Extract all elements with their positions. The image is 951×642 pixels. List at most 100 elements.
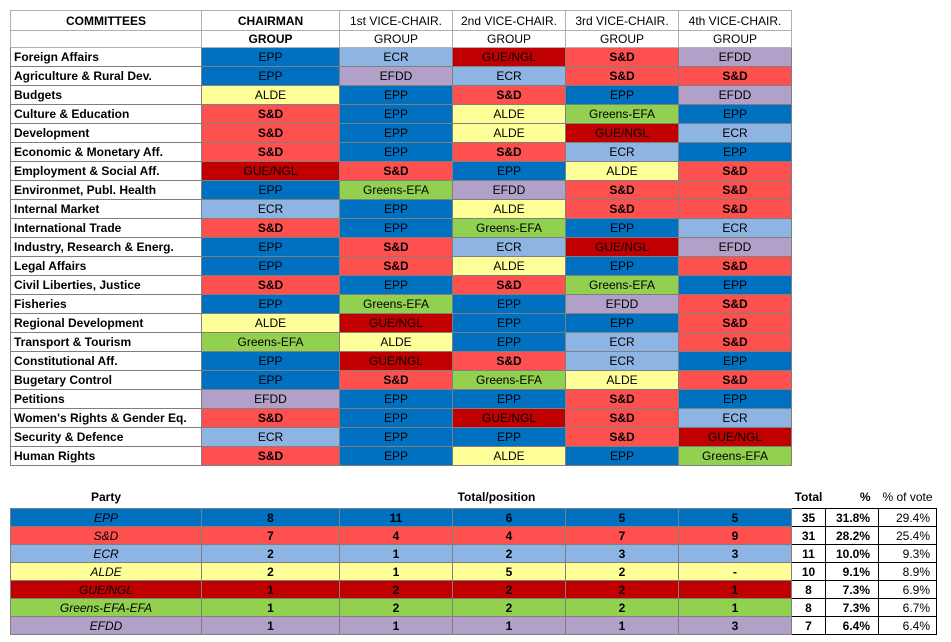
position-count: 7	[565, 526, 679, 545]
group-cell: EPP	[339, 142, 453, 162]
group-cell: EPP	[678, 389, 792, 409]
group-cell: EPP	[339, 199, 453, 219]
committee-row: Bugetary Control EPP S&D Greens-EFA ALDE S&D	[10, 370, 792, 390]
group-label: GROUP	[565, 30, 679, 48]
group-cell: ALDE	[452, 123, 566, 143]
position-count: 2	[565, 562, 679, 581]
group-cell: S&D	[201, 123, 340, 143]
group-cell: EPP	[201, 370, 340, 390]
group-cell: S&D	[678, 313, 792, 333]
group-cell: ALDE	[339, 332, 453, 352]
group-cell: EPP	[339, 85, 453, 105]
group-cell: S&D	[201, 275, 340, 295]
group-cell: EPP	[452, 427, 566, 447]
party-name: ALDE	[10, 562, 202, 581]
party-vote-percent: 9.3%	[878, 544, 937, 563]
group-cell: EPP	[452, 161, 566, 181]
position-count: 4	[452, 526, 566, 545]
party-total: 7	[791, 616, 826, 635]
group-cell: EPP	[565, 446, 679, 466]
group-cell: S&D	[678, 161, 792, 181]
group-cell: S&D	[452, 142, 566, 162]
group-cell: EPP	[201, 256, 340, 276]
committee-name: Industry, Research & Energ.	[10, 237, 202, 257]
group-cell: S&D	[201, 104, 340, 124]
committee-row: Human Rights S&D EPP ALDE EPP Greens-EFA	[10, 446, 792, 466]
position-count: 1	[201, 616, 340, 635]
group-cell: S&D	[678, 199, 792, 219]
group-cell: ALDE	[565, 370, 679, 390]
party-total: 11	[791, 544, 826, 563]
position-count: 1	[339, 616, 453, 635]
group-cell: ECR	[339, 47, 453, 67]
group-cell: EPP	[339, 427, 453, 447]
committee-row: Foreign Affairs EPP ECR GUE/NGL S&D EFDD	[10, 47, 792, 67]
group-label: GROUP	[201, 30, 340, 48]
group-cell: EPP	[678, 351, 792, 371]
group-cell: EPP	[339, 123, 453, 143]
group-cell: ALDE	[452, 199, 566, 219]
party-name: EPP	[10, 508, 202, 527]
committee-row: Culture & Education S&D EPP ALDE Greens-EFA E…	[10, 104, 792, 124]
committee-name: Human Rights	[10, 446, 202, 466]
total-position-header: Total/position	[457, 490, 536, 504]
position-count: 5	[678, 508, 792, 527]
party-percent: 7.3%	[825, 598, 879, 617]
group-cell: GUE/NGL	[339, 351, 453, 371]
group-cell: EPP	[339, 218, 453, 238]
group-cell: ALDE	[565, 161, 679, 181]
party-total: 10	[791, 562, 826, 581]
group-cell: ALDE	[201, 313, 340, 333]
group-cell: GUE/NGL	[452, 47, 566, 67]
party-percent: 10.0%	[825, 544, 879, 563]
percent-header: %	[859, 490, 871, 504]
group-cell: EPP	[339, 408, 453, 428]
committee-row: Industry, Research & Energ. EPP S&D ECR GUE/…	[10, 237, 792, 257]
group-cell: ALDE	[452, 104, 566, 124]
party-vote-percent: 6.7%	[878, 598, 937, 617]
committees-header-row: COMMITTEES CHAIRMAN 1st VICE-CHAIR. 2nd …	[10, 10, 792, 31]
position-count: 2	[201, 544, 340, 563]
party-row: S&D 7 4 4 7 9 31 28.2% 25.4%	[10, 526, 937, 545]
group-cell: S&D	[339, 161, 453, 181]
committee-row: Regional Development ALDE GUE/NGL EPP EPP S&D	[10, 313, 792, 333]
group-cell: GUE/NGL	[678, 427, 792, 447]
group-cell: EPP	[452, 313, 566, 333]
group-label: GROUP	[452, 30, 566, 48]
committee-name: Women's Rights & Gender Eq.	[10, 408, 202, 428]
committee-name: Regional Development	[10, 313, 202, 333]
party-percent: 7.3%	[825, 580, 879, 599]
party-row: ALDE 2 1 5 2-10 9.1% 8.9%	[10, 562, 937, 581]
party-percent: 9.1%	[825, 562, 879, 581]
group-cell: EPP	[565, 85, 679, 105]
group-cell: EPP	[339, 104, 453, 124]
party-name: GUE/NGL	[10, 580, 202, 599]
party-row: EPP 8 11 6 5 5 35 31.8% 29.4%	[10, 508, 937, 527]
party-vote-percent: 6.9%	[878, 580, 937, 599]
group-cell: EPP	[339, 275, 453, 295]
group-cell: EPP	[678, 275, 792, 295]
group-cell: S&D	[565, 199, 679, 219]
group-cell: EFDD	[201, 389, 340, 409]
group-cell: EFDD	[339, 66, 453, 86]
group-cell: ECR	[565, 332, 679, 352]
group-cell: GUE/NGL	[565, 237, 679, 257]
committee-name: International Trade	[10, 218, 202, 238]
group-cell: S&D	[452, 85, 566, 105]
position-count: 3	[678, 544, 792, 563]
group-cell: EPP	[452, 332, 566, 352]
group-cell: S&D	[678, 294, 792, 314]
group-cell: S&D	[201, 142, 340, 162]
committee-row: Development S&D EPP ALDE GUE/NGL ECR	[10, 123, 792, 143]
group-cell: S&D	[678, 256, 792, 276]
position-count: 2	[339, 580, 453, 599]
position-count: 3	[678, 616, 792, 635]
group-cell: EPP	[201, 47, 340, 67]
group-cell: S&D	[565, 408, 679, 428]
party-percent: 31.8%	[825, 508, 879, 527]
position-count: 2	[201, 562, 340, 581]
position-count: 8	[201, 508, 340, 527]
committee-row: Civil Liberties, Justice S&D EPP S&D Greens-…	[10, 275, 792, 295]
committee-name: Internal Market	[10, 199, 202, 219]
group-cell: EPP	[201, 66, 340, 86]
